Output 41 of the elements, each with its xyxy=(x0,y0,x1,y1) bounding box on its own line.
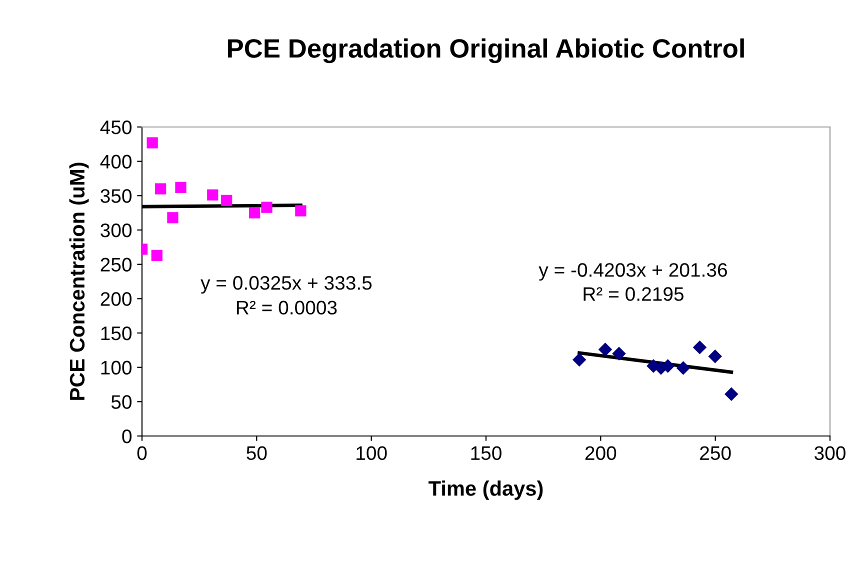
point xyxy=(612,347,626,360)
chart-title: PCE Degradation Original Abiotic Control xyxy=(228,38,744,64)
annotation: y = -0.4203x + 201.36 xyxy=(538,263,727,281)
y-tick-label: 100 xyxy=(101,360,132,375)
y-tick-label: 150 xyxy=(101,326,132,340)
annotation: y = 0.0325x + 333.5 xyxy=(200,276,372,294)
point xyxy=(249,207,260,218)
point xyxy=(221,194,232,206)
point xyxy=(175,182,186,193)
y-tick-label: 450 xyxy=(100,120,132,134)
point xyxy=(572,353,586,366)
point xyxy=(598,342,612,356)
x-tick-label: 100 xyxy=(356,446,387,460)
point xyxy=(693,340,706,354)
annotation: R² = 0.0003 xyxy=(237,300,337,315)
point xyxy=(676,361,690,375)
point xyxy=(295,205,306,216)
y-tick-label: 250 xyxy=(100,258,132,272)
x-tick-label: 300 xyxy=(814,446,846,460)
point xyxy=(151,250,162,261)
y-tick-label: 50 xyxy=(111,395,132,409)
point xyxy=(146,137,158,148)
x-axis-title: Time (days) xyxy=(428,480,543,500)
y-tick-label: 0 xyxy=(122,429,132,444)
point xyxy=(207,189,218,201)
x-tick-label: 0 xyxy=(137,446,147,460)
x-tick-label: 250 xyxy=(700,446,731,460)
point xyxy=(261,202,272,213)
x-tick-label: 200 xyxy=(585,446,616,460)
y-tick-label: 300 xyxy=(100,223,132,238)
x-tick-label: 150 xyxy=(471,446,502,460)
y-axis-title: PCE Concentration (uM) xyxy=(69,162,89,400)
point xyxy=(155,183,166,194)
point xyxy=(708,350,722,363)
point xyxy=(167,212,178,224)
x-tick-label: 50 xyxy=(246,446,267,460)
point xyxy=(724,388,738,401)
annotation: R² = 0.2195 xyxy=(584,287,684,301)
y-tick-label: 350 xyxy=(100,189,132,203)
y-tick-label: 400 xyxy=(100,154,132,169)
y-tick-label: 200 xyxy=(100,292,132,306)
